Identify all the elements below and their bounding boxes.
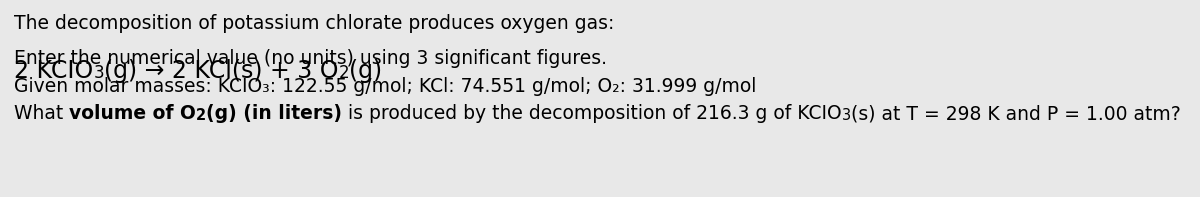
Text: is produced by the decomposition of 216.3 g of KCIO: is produced by the decomposition of 216.… (342, 104, 842, 123)
Text: What: What (14, 104, 70, 123)
Text: (s) at T = 298 K and P = 1.00 atm?: (s) at T = 298 K and P = 1.00 atm? (851, 104, 1181, 123)
Text: 2: 2 (338, 64, 349, 82)
Text: Given molar masses: KCIO₃: 122.55 g/mol; KCl: 74.551 g/mol; O₂: 31.999 g/mol: Given molar masses: KCIO₃: 122.55 g/mol;… (14, 77, 756, 96)
Text: volume of O: volume of O (70, 104, 196, 123)
Text: (g) → 2 KCl(s) + 3 O: (g) → 2 KCl(s) + 3 O (104, 59, 338, 83)
Text: The decomposition of potassium chlorate produces oxygen gas:: The decomposition of potassium chlorate … (14, 14, 614, 33)
Text: 2: 2 (196, 108, 206, 123)
Text: (g): (g) (349, 59, 382, 83)
Text: (g) (in liters): (g) (in liters) (206, 104, 342, 123)
Text: Enter the numerical value (no units) using 3 significant figures.: Enter the numerical value (no units) usi… (14, 49, 607, 68)
Text: 2 KCIO: 2 KCIO (14, 59, 94, 83)
Text: 3: 3 (842, 108, 851, 123)
Text: 3: 3 (94, 64, 104, 82)
